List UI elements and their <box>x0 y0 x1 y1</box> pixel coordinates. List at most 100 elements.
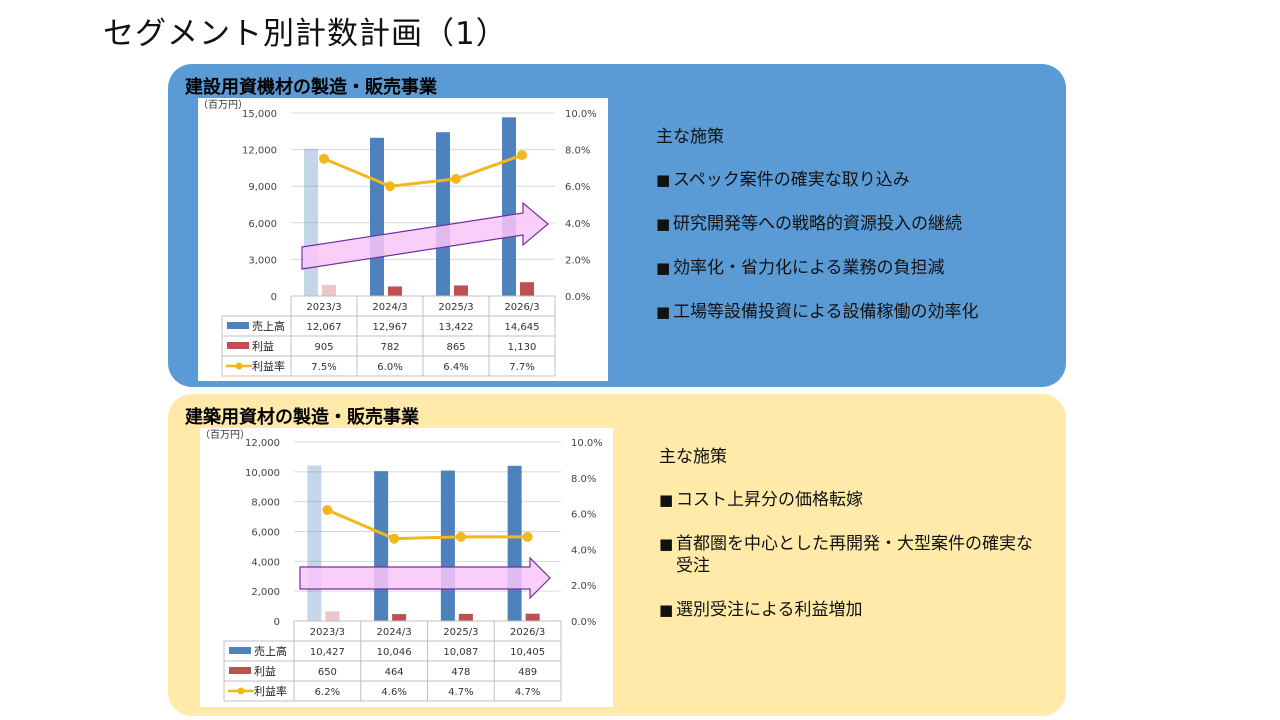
data-table-cell: 10,405 <box>510 647 545 658</box>
legend-series-name: 利益率 <box>252 359 285 373</box>
y-tick-label: 2,000 <box>251 587 280 598</box>
measure-item: ■ 工場等設備投資による設備稼働の効率化 <box>656 302 979 322</box>
y2-tick-label: 6.0% <box>571 510 596 521</box>
profit-bar <box>325 611 340 621</box>
measure-item: ■ コスト上昇分の価格転嫁 <box>659 490 863 510</box>
measures-heading: 主な施策 <box>656 127 724 147</box>
profit-rate-point <box>389 533 400 544</box>
measure-item: ■ 効率化・省力化による業務の負担減 <box>656 258 945 278</box>
y-tick-label: 6,000 <box>251 528 280 539</box>
y-axis-unit-label: （百万円） <box>198 99 248 111</box>
square-bullet-icon: ■ <box>656 171 671 189</box>
x-category-label: 2024/3 <box>372 302 407 313</box>
y2-tick-label: 8.0% <box>565 146 590 157</box>
profit-bar <box>525 613 540 621</box>
profit-bar <box>388 286 402 296</box>
measure-item: ■ 首都圏を中心とした再開発・大型案件の確実な受注 <box>659 534 1033 576</box>
sales-bar <box>307 465 322 621</box>
legend-series-name: 売上高 <box>252 319 285 333</box>
y-tick-label: 9,000 <box>248 182 277 193</box>
x-category-label: 2023/3 <box>310 627 345 638</box>
data-table-cell: 12,067 <box>307 322 342 333</box>
data-table-cell: 6.0% <box>377 362 402 373</box>
y2-tick-label: 10.0% <box>571 438 603 449</box>
y-tick-label: 3,000 <box>248 255 277 266</box>
x-category-label: 2024/3 <box>377 627 412 638</box>
y2-tick-label: 2.0% <box>571 581 596 592</box>
y2-tick-label: 10.0% <box>565 109 597 120</box>
y-tick-label: 8,000 <box>251 498 280 509</box>
profit-rate-line <box>323 153 523 188</box>
y2-tick-label: 4.0% <box>565 219 590 230</box>
y2-tick-label: 4.0% <box>571 545 596 556</box>
profit-rate-point <box>517 150 527 161</box>
data-table-cell: 10,046 <box>377 647 412 658</box>
data-table-cell: 650 <box>318 667 337 678</box>
x-category-label: 2025/3 <box>438 302 473 313</box>
profit-rate-point <box>451 173 461 184</box>
square-bullet-icon: ■ <box>659 491 674 509</box>
data-table-cell: 14,645 <box>505 322 540 333</box>
sales-bar <box>374 471 389 621</box>
legend-profit-swatch <box>227 342 249 349</box>
measures-list: 主な施策 ■ スペック案件の確実な取り込み ■ 研究開発等への戦略的資源投入の継続 … <box>656 122 1026 345</box>
y-tick-label: 0 <box>274 617 280 628</box>
sales-bar <box>440 470 455 621</box>
measures-list: 主な施策 ■ コスト上昇分の価格転嫁 ■ 首都圏を中心とした再開発・大型案件の確実な… <box>659 442 1044 643</box>
measure-item: ■ スペック案件の確実な取り込み <box>656 170 910 190</box>
profit-rate-line <box>326 508 528 541</box>
segment-panel-building-materials: 建築用資材の製造・販売事業 （百万円） 0 2,000 4,000 6,000 8,000… <box>168 394 1066 716</box>
square-bullet-icon: ■ <box>656 303 671 321</box>
x-category-label: 2026/3 <box>504 302 539 313</box>
data-table-cell: 1,130 <box>508 342 537 353</box>
data-table-cell: 464 <box>385 667 404 678</box>
data-table-cell: 489 <box>518 667 537 678</box>
legend-series-name: 利益 <box>254 664 276 678</box>
data-table-cell: 4.6% <box>381 687 406 698</box>
chart-container: （百万円） 0 2,000 4,000 6,000 8,000 10,000 12,000 0.… <box>200 428 613 707</box>
y2-tick-label: 0.0% <box>565 292 590 303</box>
segment-panel-construction-equipment: 建設用資機材の製造・販売事業 （百万円） 0 3,000 6,000 9,000 12,0… <box>168 64 1066 387</box>
profit-rate-point <box>385 181 395 192</box>
legend-rate-marker <box>235 362 243 370</box>
data-table-cell: 905 <box>314 342 333 353</box>
y-tick-label: 0 <box>271 292 277 303</box>
profit-rate-point <box>319 153 329 164</box>
y-tick-label: 10,000 <box>245 468 280 479</box>
data-table-cell: 4.7% <box>448 687 473 698</box>
measures-heading: 主な施策 <box>659 447 727 467</box>
data-table-cell: 12,967 <box>373 322 408 333</box>
segment-chart: （百万円） 0 3,000 6,000 9,000 12,000 15,000 0.0% 2.0… <box>198 99 597 377</box>
data-table-cell: 6.2% <box>315 687 340 698</box>
legend-series-name: 売上高 <box>254 644 287 658</box>
profit-rate-point <box>455 531 466 542</box>
x-category-label: 2026/3 <box>510 627 545 638</box>
profit-bar <box>458 613 473 621</box>
y-axis-unit-label: （百万円） <box>200 429 250 441</box>
data-table-cell: 13,422 <box>439 322 474 333</box>
segment-title: 建築用資材の製造・販売事業 <box>185 407 419 428</box>
y2-tick-label: 6.0% <box>565 182 590 193</box>
legend-profit-swatch <box>229 667 251 674</box>
y-tick-label: 12,000 <box>245 438 280 449</box>
sales-bar <box>507 465 522 621</box>
data-table-cell: 10,087 <box>443 647 478 658</box>
y-tick-label: 4,000 <box>251 557 280 568</box>
sales-bar <box>436 132 450 296</box>
page-title: セグメント別計数計画（1） <box>103 16 508 52</box>
profit-bar <box>520 282 534 296</box>
legend-sales-swatch <box>229 647 251 654</box>
y-tick-label: 12,000 <box>242 146 277 157</box>
sales-bar <box>502 117 516 297</box>
square-bullet-icon: ■ <box>656 259 671 277</box>
measure-item: ■ 研究開発等への戦略的資源投入の継続 <box>656 214 962 234</box>
square-bullet-icon: ■ <box>659 601 674 619</box>
data-table-cell: 7.7% <box>509 362 534 373</box>
y2-tick-label: 8.0% <box>571 474 596 485</box>
data-table-cell: 782 <box>380 342 399 353</box>
profit-rate-point <box>522 531 533 542</box>
y-tick-label: 6,000 <box>248 219 277 230</box>
data-table-cell: 6.4% <box>443 362 468 373</box>
y2-tick-label: 2.0% <box>565 255 590 266</box>
legend-series-name: 利益率 <box>254 684 287 698</box>
